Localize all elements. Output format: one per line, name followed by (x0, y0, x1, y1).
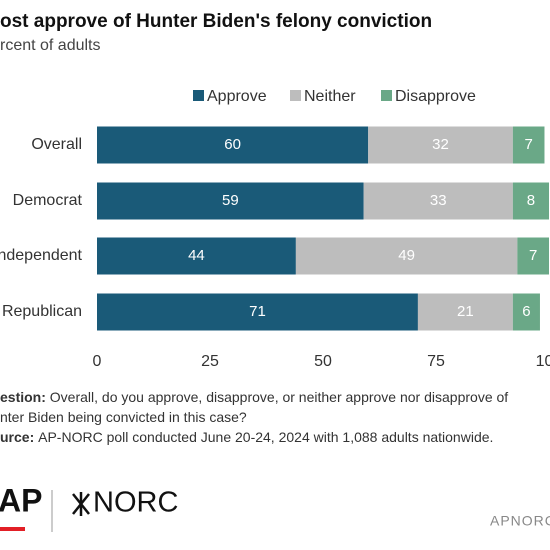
note-text: AP-NORC poll conducted June 20-24, 2024 … (38, 429, 493, 445)
note-label: urce: (0, 429, 34, 445)
data-label: 59 (222, 192, 239, 209)
bar-segment (97, 237, 296, 275)
bar-segment (512, 182, 549, 220)
bar-segment (97, 293, 418, 331)
credit: APNORC (490, 513, 550, 529)
x-tick-label: 50 (314, 353, 332, 370)
legend-label: Disapprove (395, 88, 476, 105)
bar-segment (97, 182, 364, 220)
bar-segment (417, 293, 513, 331)
y-tick-label: Democrat (13, 192, 83, 209)
bar-segment (363, 182, 513, 220)
data-label: 32 (432, 136, 449, 153)
logo-ap: AP (0, 482, 42, 518)
data-label: 7 (524, 136, 532, 153)
bar-segment (295, 237, 518, 275)
data-label: 8 (527, 192, 535, 209)
x-tick-label: 25 (201, 353, 219, 370)
bar-segment (512, 126, 545, 164)
data-label: 6 (522, 303, 530, 320)
note: nter Biden being convicted in this case? (0, 409, 247, 425)
note: estion: Overall, do you approve, disappr… (0, 389, 508, 405)
bar-segment (512, 293, 540, 331)
legend-swatch (290, 90, 301, 101)
x-tick-label: 75 (427, 353, 445, 370)
note-text: Overall, do you approve, disapprove, or … (50, 389, 508, 405)
bar-segment (97, 126, 369, 164)
data-label: 21 (457, 303, 474, 320)
chart-title: ost approve of Hunter Biden's felony con… (0, 11, 432, 32)
logo-symbol (72, 492, 90, 516)
bar-segment (517, 237, 549, 275)
note-text: nter Biden being convicted in this case? (0, 409, 247, 425)
legend-swatch (381, 90, 392, 101)
data-label: 33 (430, 192, 447, 209)
chart-subtitle: rcent of adults (0, 37, 101, 54)
logo-norc: NORC (93, 487, 178, 519)
legend-label: Approve (207, 88, 267, 105)
y-tick-label: ndependent (0, 247, 83, 264)
x-tick-label: 100 (536, 353, 550, 370)
legend-swatch (193, 90, 204, 101)
y-tick-label: Republican (2, 303, 82, 320)
note-label: estion: (0, 389, 46, 405)
data-label: 60 (224, 136, 241, 153)
data-label: 49 (398, 247, 415, 264)
x-tick-label: 0 (93, 353, 102, 370)
data-label: 7 (529, 247, 537, 264)
data-label: 44 (188, 247, 205, 264)
logo-underline (0, 527, 25, 531)
note: urce: AP-NORC poll conducted June 20-24,… (0, 429, 493, 445)
bar-segment (368, 126, 513, 164)
y-tick-label: Overall (31, 136, 82, 153)
legend-label: Neither (304, 88, 356, 105)
data-label: 71 (249, 303, 266, 320)
